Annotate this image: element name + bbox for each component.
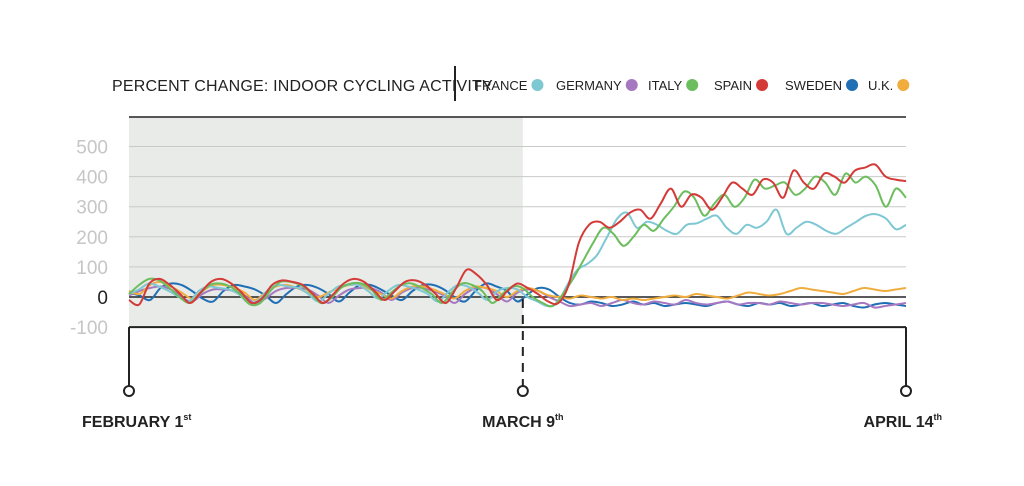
- timeline: [123, 299, 912, 397]
- x-label-main: MARCH 9: [482, 414, 555, 431]
- x-label: MARCH 9th: [482, 412, 563, 431]
- legend-label: SWEDEN: [785, 78, 842, 93]
- legend-swatch: [531, 79, 544, 91]
- legend-label: SPAIN: [714, 78, 752, 93]
- y-tick-label: 0: [97, 288, 108, 309]
- legend-swatch: [756, 79, 769, 91]
- y-tick-label: 500: [76, 138, 108, 159]
- timeline-marker: [516, 385, 529, 397]
- x-label-main: FEBRUARY 1: [82, 414, 183, 431]
- legend-item: SPAIN: [714, 78, 769, 93]
- legend-swatch: [897, 79, 910, 91]
- legend-label: GERMANY: [556, 78, 622, 93]
- x-axis-labels: FEBRUARY 1st MARCH 9th APRIL 14th: [82, 412, 942, 431]
- y-tick-label: -100: [70, 318, 108, 339]
- series-line-uk: [128, 280, 907, 302]
- x-label-suffix: th: [934, 412, 943, 422]
- grid: [129, 116, 906, 298]
- x-label: FEBRUARY 1st: [82, 412, 191, 431]
- timeline-marker: [123, 385, 135, 397]
- x-label-suffix: st: [183, 412, 191, 422]
- legend-swatch: [846, 79, 859, 91]
- chart-title: PERCENT CHANGE: INDOOR CYCLING ACTIVITY: [112, 78, 493, 95]
- legend-label: ITALY: [648, 78, 683, 93]
- x-label-suffix: th: [555, 412, 564, 422]
- legend-swatch: [686, 79, 699, 91]
- legend-label: FRANCE: [474, 78, 528, 93]
- legend-item: SWEDEN: [785, 78, 859, 93]
- y-tick-label: 400: [76, 168, 108, 189]
- legend-label: U.K.: [868, 78, 893, 93]
- legend: FRANCE GERMANY ITALY SPAIN SWEDEN U.K.: [474, 78, 910, 93]
- x-label: APRIL 14th: [864, 412, 942, 431]
- legend-item: FRANCE: [474, 78, 544, 93]
- series-line-germany: [128, 285, 907, 309]
- legend-item: GERMANY: [556, 78, 638, 93]
- y-tick-label: 200: [76, 228, 108, 249]
- series-line-spain: [128, 163, 907, 307]
- y-axis-ticks: 500 400 300 200 100 0 -100: [70, 138, 108, 340]
- x-label-main: APRIL 14: [864, 414, 934, 431]
- y-tick-label: 300: [76, 198, 108, 219]
- series-lines: [128, 163, 907, 309]
- legend-swatch: [625, 79, 638, 91]
- legend-item: U.K.: [868, 78, 910, 93]
- y-tick-label: 100: [76, 258, 108, 279]
- legend-item: ITALY: [648, 78, 699, 93]
- timeline-marker: [900, 385, 912, 397]
